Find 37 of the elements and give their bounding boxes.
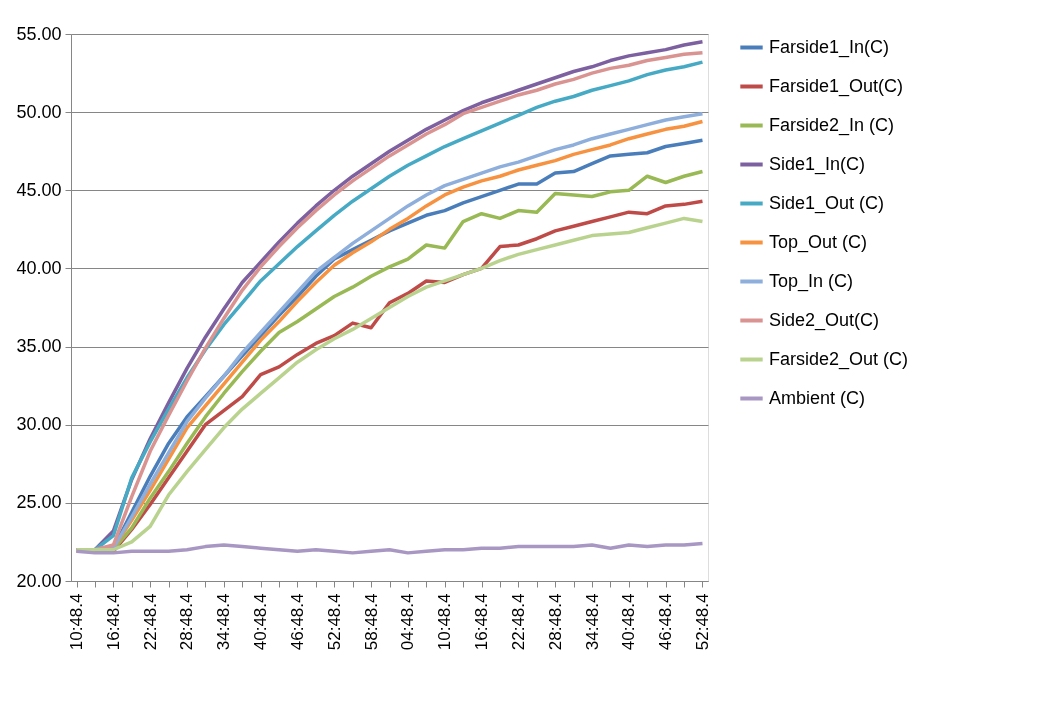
legend-label: Side1_Out (C)	[769, 192, 885, 214]
legend-label: Top_Out (C)	[769, 231, 868, 253]
x-tick-label: 46:48.4	[287, 593, 307, 651]
legend-label: Side1_In(C)	[769, 153, 866, 175]
y-tick-label: 30.00	[16, 414, 62, 435]
y-tick-label: 40.00	[16, 257, 62, 278]
legend-label: Farside2_In (C)	[769, 114, 895, 136]
x-tick-label: 40:48.4	[251, 593, 271, 651]
x-tick-label: 10:48.4	[435, 593, 455, 651]
x-tick-label: 52:48.4	[692, 593, 712, 651]
x-tick-label: 52:48.4	[324, 593, 344, 651]
legend-label: Side2_Out(C)	[769, 309, 880, 331]
y-tick-label: 25.00	[16, 492, 62, 513]
x-tick-label: 46:48.4	[656, 593, 676, 651]
y-tick-label: 35.00	[16, 336, 62, 357]
legend-label: Top_In (C)	[769, 270, 854, 292]
x-tick-label: 22:48.4	[508, 593, 528, 651]
x-tick-label: 34:48.4	[214, 593, 234, 651]
y-tick-label: 20.00	[16, 570, 62, 591]
line-series	[74, 541, 705, 555]
y-tick-label: 55.00	[16, 23, 62, 44]
x-tick-label: 10:48.4	[67, 593, 87, 651]
y-tick-label: 50.00	[16, 101, 62, 122]
x-tick-label: 28:48.4	[545, 593, 565, 651]
x-tick-label: 58:48.4	[361, 593, 381, 651]
x-tick-label: 28:48.4	[177, 593, 197, 651]
legend-label: Ambient (C)	[769, 387, 866, 408]
y-tick-label: 45.00	[16, 179, 62, 200]
x-tick-label: 40:48.4	[619, 593, 639, 651]
legend-label: Farside1_Out(C)	[769, 75, 904, 97]
x-tick-label: 16:48.4	[103, 593, 123, 651]
x-tick-label: 22:48.4	[140, 593, 160, 651]
x-tick-label: 34:48.4	[582, 593, 602, 651]
x-tick-label: 16:48.4	[472, 593, 492, 651]
x-tick-label: 04:48.4	[398, 593, 418, 651]
legend-label: Farside1_In(C)	[769, 36, 890, 58]
legend-label: Farside2_Out (C)	[769, 348, 909, 370]
